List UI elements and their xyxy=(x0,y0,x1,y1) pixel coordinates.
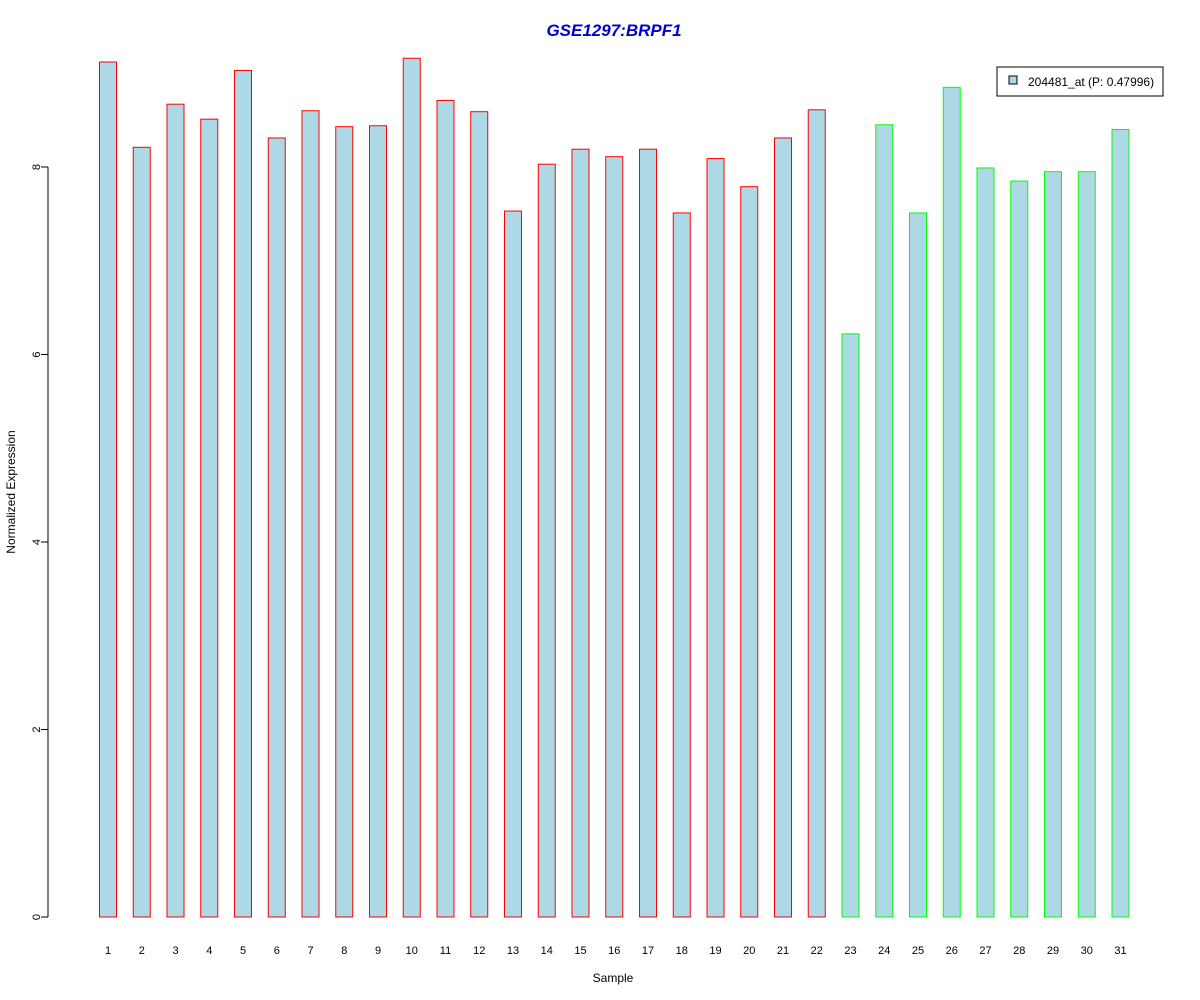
legend-swatch xyxy=(1008,75,1018,85)
x-tick-label: 17 xyxy=(642,945,654,957)
x-tick-label: 8 xyxy=(341,945,347,957)
chart-title: GSE1297:BRPF1 xyxy=(546,21,681,40)
x-tick-label: 23 xyxy=(844,945,856,957)
x-tick-label: 21 xyxy=(777,945,789,957)
x-tick-label: 4 xyxy=(206,945,212,957)
bar-sample-30 xyxy=(1077,171,1096,918)
bar-sample-19 xyxy=(706,158,725,918)
y-tick-label: 0 xyxy=(31,914,43,920)
bar-sample-20 xyxy=(740,186,759,918)
x-tick-label: 15 xyxy=(574,945,586,957)
x-tick-label: 20 xyxy=(743,945,755,957)
legend: 204481_at (P: 0.47996) xyxy=(996,66,1164,97)
y-axis-label: Normalized Expression xyxy=(4,430,18,553)
y-tick-label: 4 xyxy=(31,539,43,545)
bar-sample-17 xyxy=(639,148,657,918)
x-tick-label: 30 xyxy=(1081,945,1093,957)
x-axis-label: Sample xyxy=(593,971,634,985)
bar-sample-7 xyxy=(301,110,320,918)
bar-sample-31 xyxy=(1111,129,1130,918)
y-axis: 0 2 4 6 8 xyxy=(31,164,49,920)
x-tick-label: 2 xyxy=(139,945,145,957)
y-tick-label: 2 xyxy=(31,726,43,732)
x-tick-label: 19 xyxy=(709,945,721,957)
legend-box xyxy=(996,66,1164,97)
x-tick-label: 7 xyxy=(307,945,313,957)
x-tick-label: 13 xyxy=(507,945,519,957)
bar-sample-22 xyxy=(807,109,826,918)
x-tick-label: 6 xyxy=(274,945,280,957)
bar-sample-28 xyxy=(1010,180,1029,918)
bar-sample-6 xyxy=(267,137,286,918)
bar-sample-14 xyxy=(537,163,556,918)
x-tick-label: 31 xyxy=(1114,945,1126,957)
bar-sample-26 xyxy=(942,86,961,918)
bar-sample-8 xyxy=(335,126,354,918)
bar-sample-25 xyxy=(909,212,927,918)
bar-sample-13 xyxy=(504,210,522,918)
bar-sample-15 xyxy=(571,148,590,918)
bar-sample-10 xyxy=(402,57,421,918)
bar-sample-9 xyxy=(369,125,387,918)
x-tick-label: 18 xyxy=(676,945,688,957)
bar-sample-27 xyxy=(976,167,995,918)
y-tick-label: 6 xyxy=(31,351,43,357)
bar-sample-16 xyxy=(605,156,624,918)
x-tick-label: 11 xyxy=(440,945,451,957)
x-tick-label: 26 xyxy=(946,945,958,957)
x-tick-label: 16 xyxy=(608,945,620,957)
x-tick-label: 9 xyxy=(375,945,381,957)
x-tick-label: 22 xyxy=(811,945,823,957)
bar-sample-5 xyxy=(234,69,252,918)
y-tick-label: 8 xyxy=(31,164,43,170)
bar-sample-24 xyxy=(875,124,894,918)
x-tick-label: 1 xyxy=(105,945,111,957)
bar-sample-23 xyxy=(841,333,860,918)
legend-series-name: 204481_at (P: 0.47996) xyxy=(1028,75,1154,89)
bar-sample-12 xyxy=(470,111,489,918)
bar-sample-3 xyxy=(166,103,185,918)
x-tick-label: 5 xyxy=(240,945,246,957)
bars xyxy=(99,57,1130,918)
x-tick-label: 14 xyxy=(541,945,553,957)
x-tick-label: 12 xyxy=(473,945,485,957)
bar-sample-21 xyxy=(774,137,792,918)
x-tick-labels: 1 2 3 4 5 6 7 8 9 10 11 12 13 14 15 16 17 18 19 20 21 22 23 24 2… xyxy=(105,945,1127,957)
x-tick-label: 3 xyxy=(172,945,178,957)
bar-sample-1 xyxy=(99,61,117,918)
bar-sample-11 xyxy=(436,99,455,918)
x-tick-label: 24 xyxy=(878,945,890,957)
x-tick-label: 10 xyxy=(406,945,418,957)
bar-sample-4 xyxy=(200,118,219,918)
bar-sample-2 xyxy=(132,146,151,918)
x-tick-label: 29 xyxy=(1047,945,1059,957)
x-tick-label: 25 xyxy=(912,945,924,957)
bar-sample-29 xyxy=(1044,171,1062,918)
x-tick-label: 28 xyxy=(1013,945,1025,957)
bar-sample-18 xyxy=(672,212,691,918)
x-tick-label: 27 xyxy=(979,945,991,957)
